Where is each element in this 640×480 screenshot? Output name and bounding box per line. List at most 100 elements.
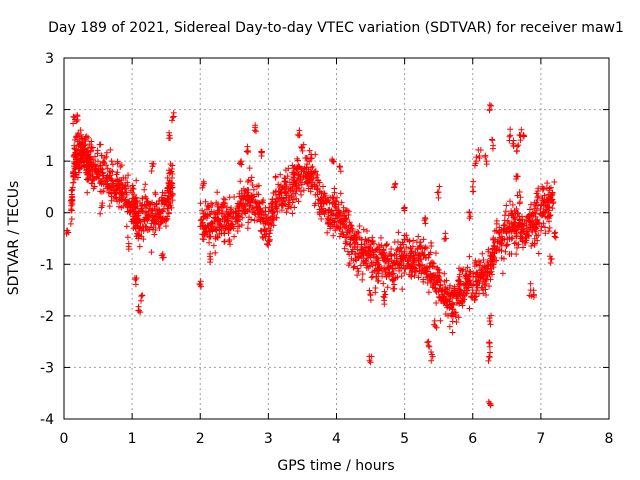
data-point xyxy=(519,237,526,244)
data-point xyxy=(226,236,233,243)
data-point xyxy=(509,201,516,208)
data-point xyxy=(515,142,522,149)
data-point xyxy=(510,137,517,144)
data-point xyxy=(498,247,505,254)
data-point xyxy=(320,183,327,190)
data-point xyxy=(511,219,518,226)
data-point xyxy=(549,205,556,212)
data-point xyxy=(506,234,513,241)
data-point xyxy=(208,225,215,232)
data-point xyxy=(527,201,534,208)
data-point xyxy=(457,278,464,285)
data-point xyxy=(350,235,357,242)
data-point xyxy=(493,227,500,234)
data-point xyxy=(469,290,476,297)
data-point xyxy=(65,229,72,236)
data-point xyxy=(259,233,266,240)
data-point xyxy=(73,118,80,125)
data-point xyxy=(196,280,203,287)
data-point xyxy=(532,213,539,220)
data-point xyxy=(197,200,204,207)
data-point xyxy=(227,224,234,231)
data-point xyxy=(327,194,334,201)
data-point xyxy=(436,269,443,276)
data-point xyxy=(369,237,376,244)
data-point xyxy=(433,299,440,306)
data-point xyxy=(213,199,220,206)
data-point xyxy=(151,205,158,212)
data-point xyxy=(68,197,75,204)
data-point xyxy=(220,195,227,202)
data-point xyxy=(135,212,142,219)
data-point xyxy=(284,173,291,180)
data-point xyxy=(466,253,473,260)
data-point xyxy=(262,235,269,242)
data-point xyxy=(381,255,388,262)
data-point xyxy=(313,182,320,189)
data-point xyxy=(108,158,115,165)
data-point xyxy=(170,114,176,121)
data-point xyxy=(364,250,371,257)
data-point xyxy=(547,212,554,219)
data-point xyxy=(435,194,442,201)
data-point xyxy=(479,250,486,257)
data-point xyxy=(304,161,311,168)
data-point xyxy=(339,228,346,235)
data-point xyxy=(354,272,361,279)
data-point xyxy=(262,226,269,233)
data-point xyxy=(510,142,517,149)
data-point xyxy=(456,282,463,289)
data-point xyxy=(380,280,387,287)
data-point xyxy=(442,230,449,237)
data-point xyxy=(464,264,471,271)
data-point xyxy=(420,236,427,243)
data-point xyxy=(431,321,438,328)
data-point xyxy=(515,241,522,248)
data-point xyxy=(254,207,261,214)
data-point xyxy=(165,135,172,142)
data-point xyxy=(212,249,219,256)
data-point xyxy=(471,296,478,303)
data-point xyxy=(520,244,527,251)
data-point xyxy=(406,271,413,278)
data-point xyxy=(513,251,520,258)
data-point xyxy=(139,292,146,299)
data-point xyxy=(238,161,245,168)
data-point xyxy=(382,269,389,276)
data-point xyxy=(143,195,150,202)
data-point xyxy=(346,241,353,248)
data-point xyxy=(506,198,513,205)
data-point xyxy=(408,250,415,257)
data-point xyxy=(300,187,307,194)
data-point xyxy=(491,254,498,261)
data-point xyxy=(219,216,226,223)
data-point xyxy=(548,197,555,204)
data-point xyxy=(118,162,125,169)
data-point xyxy=(333,194,340,201)
data-point xyxy=(147,212,154,219)
data-point xyxy=(284,205,291,212)
data-point xyxy=(84,189,91,196)
data-point xyxy=(248,177,255,184)
data-point xyxy=(418,256,425,263)
data-point xyxy=(295,198,302,205)
data-point xyxy=(346,229,353,236)
data-point xyxy=(103,149,110,156)
data-point xyxy=(77,127,84,134)
data-point xyxy=(466,209,473,216)
data-point xyxy=(266,225,273,232)
data-point xyxy=(537,227,544,234)
data-point xyxy=(337,168,344,175)
data-point xyxy=(415,251,422,258)
data-point xyxy=(225,213,232,220)
data-point xyxy=(370,249,377,256)
data-point xyxy=(76,169,83,176)
data-point xyxy=(449,306,456,313)
data-point xyxy=(318,216,325,223)
data-point xyxy=(514,143,521,150)
data-point xyxy=(218,204,225,211)
data-point xyxy=(487,321,494,328)
data-point xyxy=(470,178,477,185)
data-point xyxy=(389,276,396,283)
data-point xyxy=(266,238,273,245)
